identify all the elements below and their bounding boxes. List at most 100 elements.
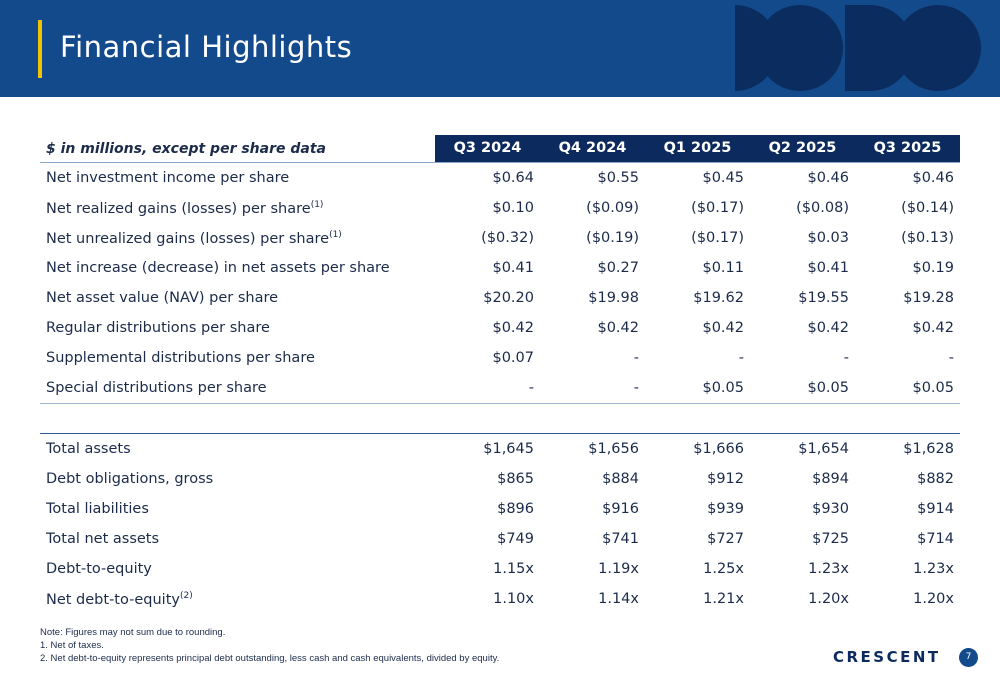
cell-value: $0.03 (807, 230, 849, 246)
table-row: Net investment income per share $0.64 $0.5… (40, 163, 960, 193)
cell-value: $0.27 (597, 260, 639, 276)
cell-value: 1.15x (493, 561, 534, 577)
cell-value: 1.14x (598, 591, 639, 607)
cell-value: 1.25x (703, 561, 744, 577)
row-label: Net debt-to-equity(2) (40, 591, 435, 608)
cell-value: $0.46 (807, 170, 849, 186)
cell-value: $0.10 (492, 200, 534, 216)
table-row: Net increase (decrease) in net assets pe… (40, 253, 960, 283)
column-header: Q2 2025 (750, 135, 855, 162)
label-text: Net investment income per share (46, 170, 290, 186)
cell-value: $0.05 (807, 380, 849, 396)
row-label: Supplemental distributions per share (40, 350, 435, 366)
footnote-ref: (1) (329, 229, 342, 240)
row-label: Total net assets (40, 531, 435, 547)
cell-value: $0.42 (492, 320, 534, 336)
cell-value: ($0.14) (901, 200, 954, 216)
cell-value: 1.20x (808, 591, 849, 607)
column-header: Q4 2024 (540, 135, 645, 162)
label-text: Total assets (46, 441, 131, 457)
cell-value: $0.41 (492, 260, 534, 276)
table-row: Net asset value (NAV) per share $20.20 $19… (40, 283, 960, 313)
row-label: Special distributions per share (40, 380, 435, 396)
cell-value: $19.62 (693, 290, 744, 306)
cell-value: 1.23x (913, 561, 954, 577)
cell-value: - (948, 350, 954, 366)
row-label: Total assets (40, 441, 435, 457)
row-label: Net investment income per share (40, 170, 435, 186)
label-text: Net unrealized gains (losses) per share (46, 230, 330, 247)
label-text: Total net assets (46, 531, 160, 547)
cell-value: ($0.13) (901, 230, 954, 246)
column-header: Q3 2025 (855, 135, 960, 162)
label-text: Supplemental distributions per share (46, 350, 315, 366)
cell-value: $19.98 (588, 290, 639, 306)
cell-value: $0.45 (702, 170, 744, 186)
cell-value: $865 (497, 471, 534, 487)
label-text: Special distributions per share (46, 380, 267, 396)
cell-value: $0.42 (912, 320, 954, 336)
table-row: Net unrealized gains (losses) per share(… (40, 223, 960, 253)
table-row: Total net assets $749 $741 $727 $725 $714 (40, 524, 960, 554)
cell-value: - (633, 350, 639, 366)
label-text: Debt-to-equity (46, 561, 152, 577)
cell-value: $1,645 (483, 441, 534, 457)
cell-value: ($0.17) (691, 230, 744, 246)
cell-value: $0.42 (597, 320, 639, 336)
cell-value: 1.21x (703, 591, 744, 607)
logo: CRESCENT (833, 648, 941, 666)
cell-value: $725 (812, 531, 849, 547)
table-row: Regular distributions per share $0.42 $0.4… (40, 313, 960, 343)
cell-value: $727 (707, 531, 744, 547)
cell-value: $0.42 (702, 320, 744, 336)
table-row: Debt obligations, gross $865 $884 $912 $894 $… (40, 464, 960, 494)
cell-value: $916 (602, 501, 639, 517)
cell-value: 1.19x (598, 561, 639, 577)
column-header: Q1 2025 (645, 135, 750, 162)
cell-value: $749 (497, 531, 534, 547)
cell-value: $914 (917, 501, 954, 517)
cell-value: $0.19 (912, 260, 954, 276)
label-text: Net asset value (NAV) per share (46, 290, 279, 306)
footnote-ref: (2) (179, 590, 193, 601)
footnote: Note: Figures may not sum due to roundin… (40, 627, 226, 638)
cell-value: $714 (917, 531, 954, 547)
cell-value: $19.55 (798, 290, 849, 306)
cell-value: ($0.09) (586, 200, 639, 216)
table-row: Debt-to-equity 1.15x 1.19x 1.25x 1.23x 1.23x (40, 554, 960, 584)
caption: $ in millions, except per share data (46, 140, 326, 157)
cell-value: $894 (812, 471, 849, 487)
title: Financial Highlights (60, 30, 353, 64)
section-gap (40, 403, 960, 434)
label-text: Debt obligations, gross (46, 471, 214, 487)
header-row: $ in millions, except per share data Q3 2… (40, 135, 960, 163)
row-label: Total liabilities (40, 501, 435, 517)
label-text: Net realized gains (losses) per share (46, 200, 311, 217)
row-label: Net realized gains (losses) per share(1) (40, 200, 435, 217)
decoration (735, 5, 981, 91)
cell-value: $884 (602, 471, 639, 487)
cell-value: $1,666 (693, 441, 744, 457)
table: $ in millions, except per share data Q3 2… (40, 135, 960, 614)
cell-value: $896 (497, 501, 534, 517)
cell-value: $930 (812, 501, 849, 517)
cell-value: 1.23x (808, 561, 849, 577)
cell-value: $741 (602, 531, 639, 547)
cell-value: $20.20 (483, 290, 534, 306)
row-label: Net increase (decrease) in net assets pe… (40, 260, 435, 276)
cell-value: - (843, 350, 849, 366)
cell-value: - (738, 350, 744, 366)
row-label: Net unrealized gains (losses) per share(… (40, 230, 435, 247)
cell-value: $882 (917, 471, 954, 487)
cell-value: 1.20x (913, 591, 954, 607)
cell-value: $0.05 (702, 380, 744, 396)
table-row: Total liabilities $896 $916 $939 $930 $914 (40, 494, 960, 524)
table-row: Net debt-to-equity(2) 1.10x 1.14x 1.21x 1.20… (40, 584, 960, 614)
cell-value: $0.05 (912, 380, 954, 396)
cell-value: $1,656 (588, 441, 639, 457)
table-row: Special distributions per share - - $0.05 $0… (40, 373, 960, 403)
cell-value: - (633, 380, 639, 396)
row-label: Debt-to-equity (40, 561, 435, 577)
footnotes: Note: Figures may not sum due to roundin… (40, 626, 499, 665)
page-number: 7 (959, 648, 978, 667)
